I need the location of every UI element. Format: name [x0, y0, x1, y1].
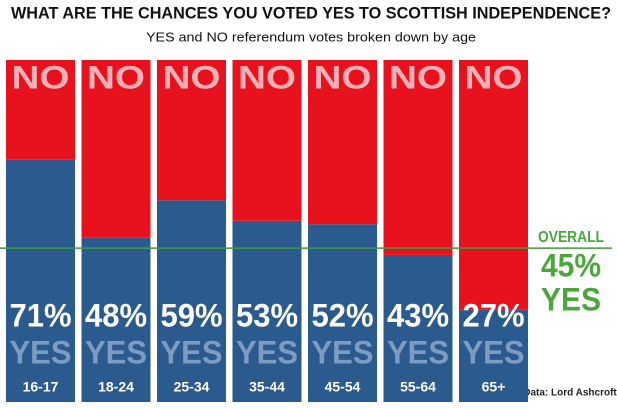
yes-label: YES: [161, 334, 223, 370]
bar-segment: [157, 60, 226, 201]
yes-label: YES: [85, 334, 147, 370]
bar-segment: [308, 224, 377, 402]
x-tick-label: 25-34: [174, 379, 210, 395]
yes-label: YES: [387, 334, 449, 370]
bar-segment: [157, 200, 226, 402]
bar-segment: [81, 60, 151, 238]
bar-segment: [383, 254, 453, 402]
overall-yes: YES: [541, 281, 601, 317]
x-tick-label: 35-44: [249, 379, 285, 395]
no-label: NO: [163, 59, 221, 95]
value-label: 59%: [161, 297, 223, 333]
bar-segment: [459, 309, 528, 402]
bar-segment: [459, 60, 528, 310]
bar-segment: [232, 220, 302, 402]
value-label: 71%: [10, 297, 72, 333]
no-label: NO: [389, 59, 447, 95]
value-label: 43%: [387, 297, 449, 333]
bar-segment: [232, 60, 302, 221]
overall-label: OVERALL: [538, 229, 604, 246]
x-tick-label: 18-24: [98, 379, 134, 395]
x-tick-label: 55-64: [400, 379, 436, 395]
yes-label: YES: [236, 334, 298, 370]
no-label: NO: [12, 59, 70, 95]
x-tick-label: 65+: [482, 379, 506, 395]
x-tick-label: 45-54: [325, 379, 361, 395]
no-label: NO: [314, 59, 372, 95]
overall-value: 45%: [541, 247, 601, 283]
value-label: 27%: [463, 297, 525, 333]
yes-label: YES: [463, 334, 525, 370]
value-label: 52%: [312, 297, 374, 333]
x-tick-label: 16-17: [23, 379, 59, 395]
yes-label: YES: [10, 334, 72, 370]
yes-label: YES: [312, 334, 374, 370]
bar-segment: [6, 60, 75, 160]
bar-segment: [81, 237, 151, 402]
chart-subtitle: YES and NO referendum votes broken down …: [146, 29, 476, 44]
value-label: 48%: [85, 297, 147, 333]
no-label: NO: [465, 59, 523, 95]
bar-segment: [383, 60, 453, 255]
no-label: NO: [87, 59, 145, 95]
chart-title: WHAT ARE THE CHANCES YOU VOTED YES TO SC…: [11, 3, 611, 22]
bar-segment: [6, 159, 75, 402]
value-label: 53%: [236, 297, 298, 333]
bar-segment: [308, 60, 377, 225]
source: Data: Lord Ashcroft: [523, 388, 617, 399]
no-label: NO: [238, 59, 296, 95]
